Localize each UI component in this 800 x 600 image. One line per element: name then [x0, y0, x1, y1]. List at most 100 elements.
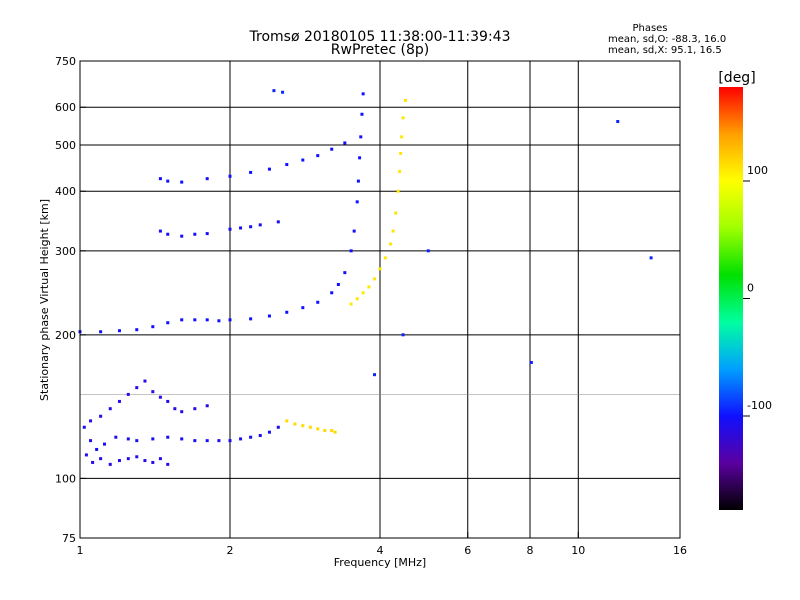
echo-point — [267, 430, 271, 434]
echo-point — [205, 177, 209, 181]
echo-point — [95, 447, 99, 451]
y-tick-label: 100 — [55, 472, 76, 485]
x-tick-label: 2 — [227, 544, 234, 557]
echo-point — [272, 89, 276, 93]
echo-point — [180, 318, 184, 322]
echo-point — [166, 321, 170, 325]
echo-point — [135, 328, 139, 332]
echo-point — [205, 318, 209, 322]
y-axis-ticks: 75 100 200 300 400 500 600 750 — [55, 55, 86, 545]
echo-point — [135, 455, 139, 459]
echo-point — [267, 314, 271, 318]
colorbar-label: [deg] — [718, 70, 755, 86]
echo-point — [143, 379, 147, 383]
echo-point — [285, 163, 289, 167]
echo-point — [166, 462, 170, 466]
echo-point — [383, 256, 387, 260]
echo-point — [358, 156, 362, 160]
echo-point — [228, 318, 232, 322]
echo-point — [529, 360, 533, 364]
y-tick-label: 400 — [55, 185, 76, 198]
echo-point — [117, 399, 121, 403]
y-tick-label: 200 — [55, 329, 76, 342]
data-points — [78, 89, 653, 466]
echo-point — [330, 429, 334, 433]
echo-point — [158, 229, 162, 233]
y-tick-label: 500 — [55, 139, 76, 152]
echo-point — [173, 407, 177, 411]
y-tick-label: 750 — [55, 55, 76, 68]
echo-point — [258, 434, 262, 438]
echo-point — [616, 120, 620, 124]
echo-point — [217, 319, 221, 323]
echo-point — [249, 317, 253, 321]
echo-point — [394, 211, 398, 215]
echo-point — [356, 179, 360, 183]
echo-point — [193, 439, 197, 443]
echo-point — [143, 459, 147, 463]
echo-point — [84, 453, 88, 457]
echo-point — [135, 439, 139, 443]
echo-point — [126, 457, 130, 461]
echo-point — [361, 291, 365, 295]
colorbar-tick-label: 100 — [747, 164, 768, 177]
phases-o-stats: mean, sd,O: -88.3, 16.0 — [608, 34, 726, 45]
echo-point — [180, 410, 184, 414]
echo-point — [401, 333, 405, 337]
echo-point — [281, 90, 285, 94]
echo-point — [239, 437, 243, 441]
echo-point — [99, 414, 103, 418]
echo-point — [333, 430, 337, 434]
echo-point — [228, 174, 232, 178]
echo-point — [99, 330, 103, 334]
echo-point — [343, 141, 347, 145]
echo-point — [293, 422, 297, 426]
echo-point — [228, 439, 232, 443]
y-tick-label: 600 — [55, 101, 76, 114]
echo-point — [389, 242, 393, 246]
echo-point — [158, 177, 162, 181]
echo-point — [391, 229, 395, 233]
echo-point — [217, 439, 221, 443]
echo-point — [193, 318, 197, 322]
echo-point — [249, 170, 253, 174]
echo-point — [249, 225, 253, 229]
x-tick-label: 10 — [571, 544, 585, 557]
x-tick-label: 1 — [77, 544, 84, 557]
y-axis-label: Stationary phase Virtual Height [km] — [38, 199, 51, 401]
y-tick-label: 300 — [55, 245, 76, 258]
echo-point — [316, 154, 320, 158]
colorbar-tick-label: 0 — [747, 282, 754, 295]
echo-point — [373, 277, 377, 281]
phases-heading: Phases — [632, 23, 667, 34]
echo-point — [330, 147, 334, 151]
echo-point — [355, 200, 359, 204]
echo-point — [403, 98, 407, 102]
echo-point — [158, 457, 162, 461]
echo-point — [126, 437, 130, 441]
colorbar — [719, 87, 743, 510]
plot-grid — [80, 61, 680, 538]
echo-point — [285, 310, 289, 314]
echo-point — [126, 392, 130, 396]
echo-point — [308, 425, 312, 429]
echo-point — [117, 459, 121, 463]
echo-point — [336, 282, 340, 286]
echo-point — [89, 439, 93, 443]
echo-point — [398, 169, 402, 173]
colorbar-tick-label: -100 — [747, 399, 772, 412]
echo-point — [316, 300, 320, 304]
x-tick-label: 4 — [377, 544, 384, 557]
echo-point — [373, 373, 377, 377]
echo-point — [166, 179, 170, 183]
x-axis-label: Frequency [MHz] — [334, 556, 426, 569]
echo-point — [180, 234, 184, 238]
echo-point — [91, 460, 95, 464]
echo-point — [316, 427, 320, 431]
chart-title: Tromsø 20180105 11:38:00-11:39:43 — [249, 29, 511, 45]
echo-point — [151, 460, 155, 464]
echo-point — [151, 437, 155, 441]
echo-point — [99, 457, 103, 461]
echo-point — [239, 226, 243, 230]
